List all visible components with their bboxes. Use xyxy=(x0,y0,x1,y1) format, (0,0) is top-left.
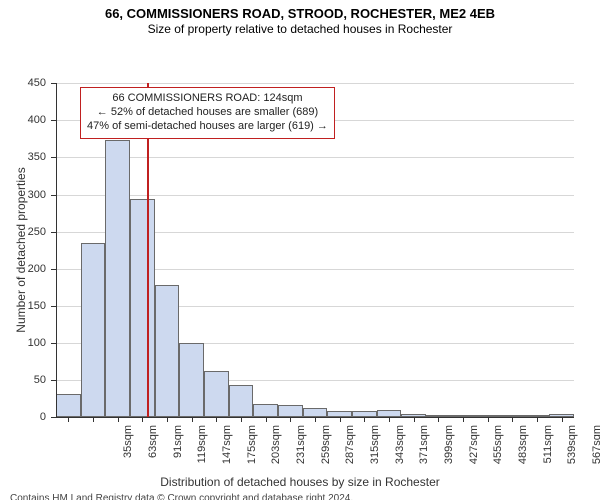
x-tick-mark xyxy=(315,417,316,422)
attribution-footer: Contains HM Land Registry data © Crown c… xyxy=(0,493,600,500)
x-tick-label: 287sqm xyxy=(344,425,356,475)
histogram-bar xyxy=(377,410,402,417)
y-tick-label: 400 xyxy=(0,114,46,126)
x-tick-label: 371sqm xyxy=(418,425,430,475)
histogram-bar xyxy=(105,140,130,417)
x-tick-mark xyxy=(192,417,193,422)
y-axis-label: Number of detached properties xyxy=(14,83,28,417)
x-tick-label: 119sqm xyxy=(196,425,208,475)
x-tick-label: 231sqm xyxy=(295,425,307,475)
footer-line-1: Contains HM Land Registry data © Crown c… xyxy=(10,493,600,500)
y-tick-label: 450 xyxy=(0,77,46,89)
x-tick-label: 483sqm xyxy=(517,425,529,475)
histogram-bar xyxy=(253,404,278,417)
x-tick-mark xyxy=(537,417,538,422)
x-tick-label: 63sqm xyxy=(147,425,159,475)
histogram-bar xyxy=(130,199,155,417)
x-tick-label: 203sqm xyxy=(270,425,282,475)
x-tick-mark xyxy=(389,417,390,422)
x-tick-mark xyxy=(93,417,94,422)
y-tick-label: 300 xyxy=(0,189,46,201)
chart-main-title: 66, COMMISSIONERS ROAD, STROOD, ROCHESTE… xyxy=(0,0,600,22)
annotation-line: 66 COMMISSIONERS ROAD: 124sqm xyxy=(87,92,328,106)
y-tick-label: 250 xyxy=(0,226,46,238)
annotation-box: 66 COMMISSIONERS ROAD: 124sqm← 52% of de… xyxy=(80,87,335,138)
x-tick-label: 175sqm xyxy=(246,425,258,475)
x-tick-label: 567sqm xyxy=(591,425,600,475)
annotation-line: ← 52% of detached houses are smaller (68… xyxy=(87,106,328,120)
histogram-bar xyxy=(179,343,204,417)
x-tick-mark xyxy=(364,417,365,422)
x-tick-label: 343sqm xyxy=(394,425,406,475)
x-tick-mark xyxy=(216,417,217,422)
x-tick-mark xyxy=(266,417,267,422)
histogram-bar xyxy=(81,243,106,417)
histogram-bar xyxy=(155,285,180,417)
y-tick-label: 200 xyxy=(0,263,46,275)
histogram-bar xyxy=(278,405,303,418)
x-tick-mark xyxy=(512,417,513,422)
histogram-bar xyxy=(229,385,254,417)
y-tick-label: 0 xyxy=(0,411,46,423)
histogram-bar xyxy=(56,394,81,418)
y-axis-line xyxy=(56,83,57,417)
x-tick-label: 511sqm xyxy=(542,425,554,475)
x-tick-mark xyxy=(463,417,464,422)
chart-subtitle: Size of property relative to detached ho… xyxy=(0,22,600,37)
x-tick-label: 455sqm xyxy=(492,425,504,475)
x-tick-label: 35sqm xyxy=(122,425,134,475)
x-tick-mark xyxy=(438,417,439,422)
x-tick-mark xyxy=(414,417,415,422)
x-tick-label: 91sqm xyxy=(172,425,184,475)
x-tick-label: 259sqm xyxy=(320,425,332,475)
histogram-bar xyxy=(303,408,328,417)
x-tick-mark xyxy=(167,417,168,422)
x-tick-mark xyxy=(118,417,119,422)
gridline xyxy=(56,195,574,196)
histogram-chart: Number of detached properties 0 50 100 150 2… xyxy=(0,37,600,475)
x-tick-mark xyxy=(68,417,69,422)
x-tick-mark xyxy=(340,417,341,422)
annotation-line: 47% of semi-detached houses are larger (… xyxy=(87,120,328,134)
gridline xyxy=(56,157,574,158)
y-tick-label: 350 xyxy=(0,151,46,163)
x-tick-label: 147sqm xyxy=(221,425,233,475)
x-tick-label: 539sqm xyxy=(566,425,578,475)
y-tick-label: 50 xyxy=(0,374,46,386)
histogram-bar xyxy=(204,371,229,417)
x-tick-mark xyxy=(562,417,563,422)
x-tick-mark xyxy=(488,417,489,422)
x-tick-mark xyxy=(241,417,242,422)
x-tick-mark xyxy=(290,417,291,422)
x-tick-mark xyxy=(142,417,143,422)
y-tick-label: 100 xyxy=(0,337,46,349)
x-tick-label: 427sqm xyxy=(468,425,480,475)
gridline xyxy=(56,83,574,84)
y-tick-label: 150 xyxy=(0,300,46,312)
x-axis-label: Distribution of detached houses by size … xyxy=(0,475,600,489)
x-tick-label: 399sqm xyxy=(443,425,455,475)
x-tick-label: 315sqm xyxy=(369,425,381,475)
